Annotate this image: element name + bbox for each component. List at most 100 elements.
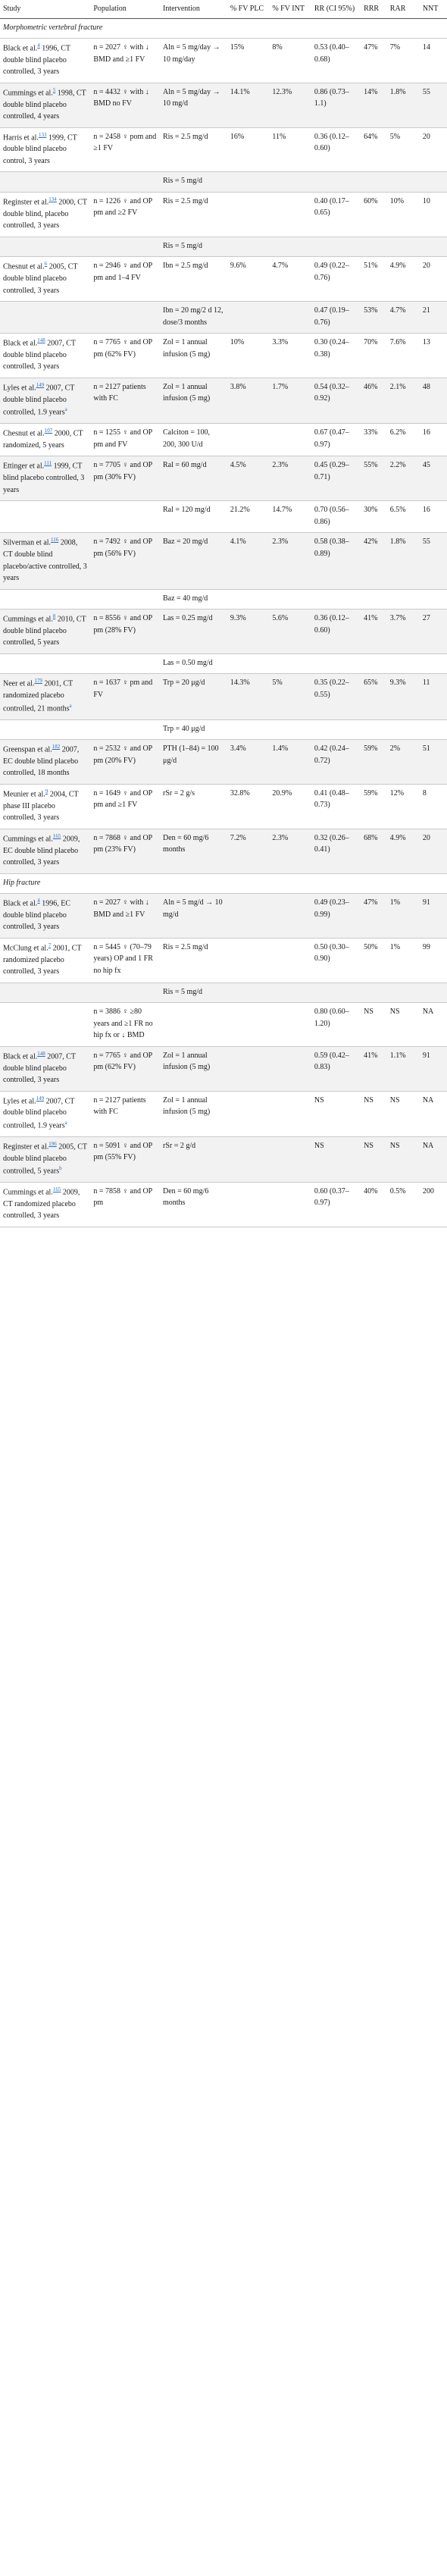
table-row: Chesnut et al.6 2005, CT double blind pl… [0, 256, 447, 302]
intervention-cell: Den = 60 mg/6 months [159, 829, 227, 874]
fv-int-cell [269, 1136, 311, 1183]
nnt-cell [419, 719, 447, 741]
nnt-cell: 14 [419, 38, 447, 83]
fv-int-cell: 8% [269, 38, 311, 83]
rar-cell [386, 653, 420, 675]
rrr-cell: 47% [361, 893, 387, 939]
reference-link[interactable]: 182 [52, 744, 61, 751]
section-row: Hip fracture [0, 873, 447, 895]
study-cell: McClung et al.7 2001, CT randomized plac… [0, 938, 91, 983]
nnt-cell: 55 [419, 532, 447, 590]
table-row: Black et al.4 1996, CT double blind plac… [0, 38, 447, 83]
reference-link[interactable]: 179 [34, 678, 42, 685]
nnt-cell [419, 171, 447, 193]
fv-int-cell [269, 1091, 311, 1137]
study-cell: Chesnut et al.107 2000, CT randomized, 5… [0, 423, 91, 457]
fv-plc-cell: 4.1% [227, 532, 270, 590]
rrr-cell: 40% [361, 1182, 387, 1227]
fv-plc-cell [227, 192, 270, 237]
reference-link[interactable]: 133 [38, 131, 47, 138]
reference-link[interactable]: 148 [37, 1050, 45, 1057]
rrr-cell: 59% [361, 739, 387, 785]
reference-link[interactable]: 149 [36, 381, 45, 388]
fv-int-cell: 11% [269, 127, 311, 173]
intervention-cell: Zol = 1 annual infusion (5 mg) [159, 333, 227, 378]
reference-link[interactable]: 5 [52, 86, 56, 93]
rar-cell: 2.1% [386, 378, 420, 425]
study-cell [0, 500, 91, 534]
fv-int-cell [269, 893, 311, 939]
reference-link[interactable]: 148 [37, 337, 45, 344]
study-cell: Black et al.148 2007, CT double blind pl… [0, 333, 91, 378]
fv-plc-cell [227, 1182, 270, 1227]
footnote-marker[interactable]: b [59, 1165, 62, 1172]
fv-int-cell: 3.3% [269, 333, 311, 378]
fv-plc-cell: 16% [227, 127, 270, 173]
study-design: 2007, CT double blind placebo controlled… [3, 1096, 75, 1130]
rrr-cell [361, 589, 387, 610]
footnote-marker[interactable]: a [69, 702, 72, 709]
rar-cell [386, 589, 420, 610]
intervention-cell: Ris = 5 mg/d [159, 237, 227, 258]
reference-link[interactable]: 9 [45, 788, 48, 794]
reference-link[interactable]: 6 [44, 261, 48, 268]
fv-int-cell: 1.7% [269, 378, 311, 425]
intervention-cell: rSr = 2 g/s [159, 784, 227, 829]
header-rar: RAR [386, 0, 420, 19]
rr-cell: 0.58 (0.38–0.89) [311, 532, 361, 590]
study-author: Lyles et al. [3, 1096, 36, 1105]
table-row: Reginster et al.196 2005, CT double blin… [0, 1136, 447, 1183]
study-author: Chesnut et al. [3, 429, 45, 438]
rrr-cell [361, 237, 387, 258]
study-author: Neer et al. [3, 679, 35, 688]
nnt-cell [419, 982, 447, 1004]
study-author: Black et al. [3, 44, 38, 53]
reference-link[interactable]: 149 [36, 1095, 45, 1102]
rrr-cell: NS [361, 1136, 387, 1183]
fv-plc-cell: 4.5% [227, 456, 270, 502]
intervention-cell: Trp = 40 μg/d [159, 719, 227, 741]
table-row: Black et al.148 2007, CT double blind pl… [0, 333, 447, 378]
population-cell [90, 982, 160, 1004]
study-cell [0, 982, 91, 1004]
study-author: Lyles et al. [3, 384, 36, 393]
fv-int-cell [269, 237, 311, 258]
footnote-marker[interactable]: a [64, 406, 67, 413]
reference-link[interactable]: 196 [48, 1140, 57, 1147]
reference-link[interactable]: 8 [52, 613, 56, 620]
fv-int-cell [269, 171, 311, 193]
study-cell: Lyles et al.149 2007, CT double blind pl… [0, 378, 91, 425]
study-cell: Cummings et al.165 2009, EC double blind… [0, 829, 91, 874]
reference-link[interactable]: 7 [48, 942, 52, 948]
reference-link[interactable]: 4 [37, 898, 40, 904]
reference-link[interactable]: 116 [51, 537, 59, 544]
rar-cell: 10% [386, 192, 420, 237]
nnt-cell: NA [419, 1002, 447, 1047]
study-design: 2001, CT randomized placebo controlled, … [3, 944, 82, 976]
footnote-marker[interactable]: a [64, 1119, 67, 1126]
reference-link[interactable]: 134 [48, 196, 57, 202]
nnt-cell: 55 [419, 83, 447, 128]
rar-cell: 0.5% [386, 1182, 420, 1227]
section-row: Morphometric vertebral fracture [0, 18, 447, 39]
rar-cell: 2% [386, 739, 420, 785]
nnt-cell: 13 [419, 333, 447, 378]
study-cell: Silverman et al.116 2008, CT double blin… [0, 532, 91, 590]
reference-link[interactable]: 111 [44, 460, 52, 467]
intervention-cell [159, 1002, 227, 1047]
rr-cell: 0.35 (0.22–0.55) [311, 673, 361, 720]
reference-link[interactable]: 165 [52, 1186, 61, 1192]
study-author: Silverman et al. [3, 538, 52, 547]
study-author: Cummings et al. [3, 835, 53, 844]
fv-plc-cell: 32.8% [227, 784, 270, 829]
study-cell: Lyles et al.149 2007, CT double blind pl… [0, 1091, 91, 1137]
reference-link[interactable]: 107 [44, 428, 53, 434]
population-cell: n = 2027 ♀ with ↓ BMD and ≥1 FV [90, 893, 160, 939]
header-study: Study [0, 0, 91, 19]
study-cell: Ettinger et al.111 1999, CT blind placeb… [0, 456, 91, 502]
nnt-cell: 16 [419, 423, 447, 457]
reference-link[interactable]: 4 [37, 42, 40, 49]
table-row: Lyles et al.149 2007, CT double blind pl… [0, 1091, 447, 1137]
fv-int-cell [269, 1046, 311, 1092]
reference-link[interactable]: 165 [52, 832, 61, 839]
